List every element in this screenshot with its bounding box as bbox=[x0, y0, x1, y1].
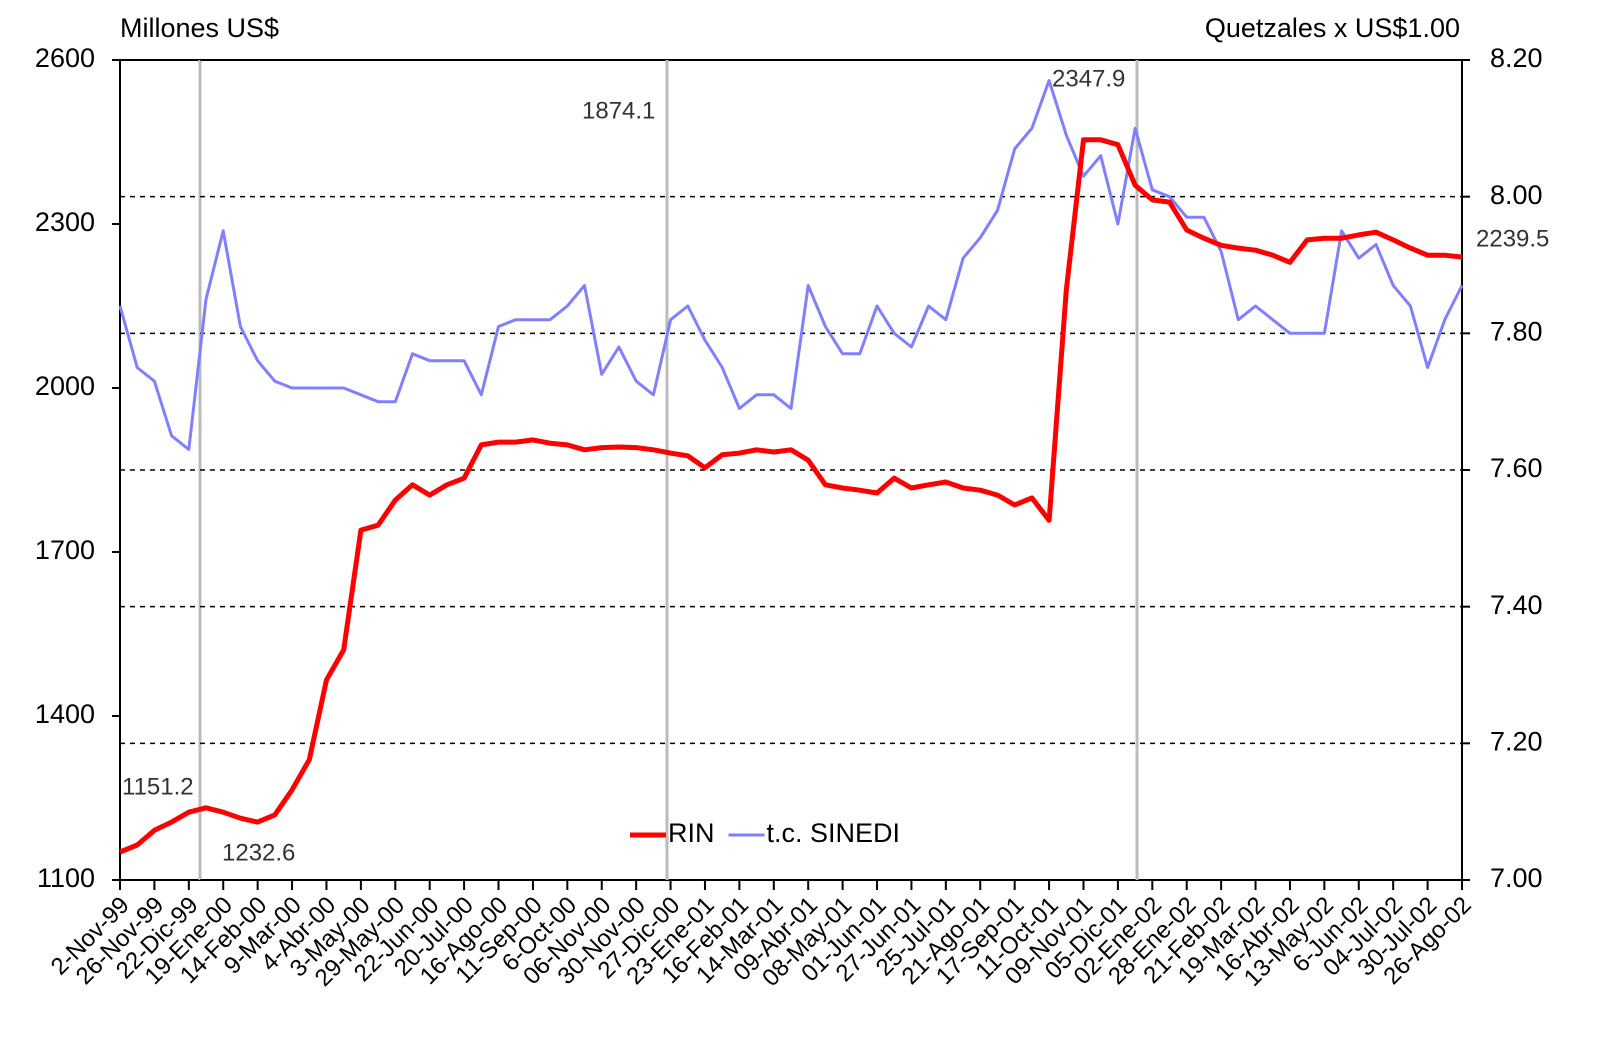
y2-tick-label: 7.80 bbox=[1490, 316, 1543, 346]
y2-axis-label: Quetzales x US$1.00 bbox=[1205, 13, 1460, 43]
y2-tick-label: 7.40 bbox=[1490, 590, 1543, 620]
y-tick-label: 1100 bbox=[37, 863, 95, 893]
y-axis-label: Millones US$ bbox=[120, 13, 279, 43]
annotation: 1874.1 bbox=[582, 97, 655, 124]
y-tick-label: 2300 bbox=[35, 207, 95, 237]
y-tick-label: 1400 bbox=[35, 699, 95, 729]
y2-tick-label: 7.00 bbox=[1490, 863, 1543, 893]
y2-tick-label: 7.60 bbox=[1490, 453, 1543, 483]
y-tick-label: 2000 bbox=[35, 371, 95, 401]
y2-tick-label: 8.00 bbox=[1490, 180, 1543, 210]
legend-label: RIN bbox=[668, 818, 715, 848]
y-tick-label: 1700 bbox=[35, 535, 95, 565]
annotation: 1151.2 bbox=[122, 773, 194, 800]
y2-tick-label: 7.20 bbox=[1490, 726, 1543, 756]
annotation: 1232.6 bbox=[222, 839, 295, 866]
y-tick-label: 2600 bbox=[35, 43, 95, 73]
line-series bbox=[118, 79, 1464, 451]
annotation: 2347.9 bbox=[1052, 65, 1125, 92]
y2-tick-label: 8.20 bbox=[1490, 43, 1543, 73]
legend-label: t.c. SINEDI bbox=[767, 818, 901, 848]
line-series bbox=[119, 137, 1463, 855]
annotation: 2239.5 bbox=[1476, 225, 1549, 252]
